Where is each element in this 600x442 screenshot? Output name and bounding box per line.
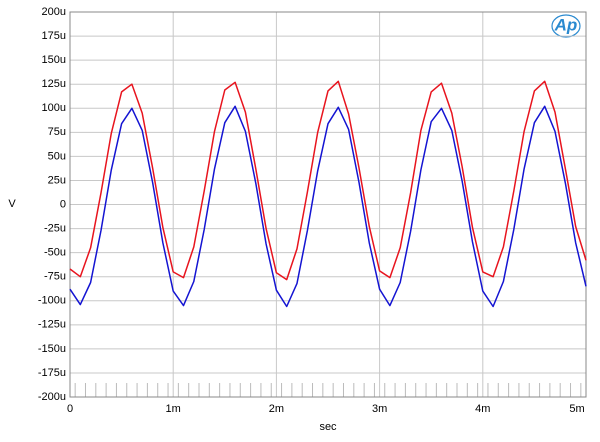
y-tick-label: -100u <box>38 295 66 307</box>
y-tick-label: 0 <box>60 198 66 210</box>
y-tick-label: -50u <box>44 247 66 259</box>
y-tick-label: -150u <box>38 343 66 355</box>
x-tick-label: 0 <box>67 403 73 415</box>
x-tick-label: 5m <box>569 403 584 415</box>
y-tick-label: 25u <box>48 174 66 186</box>
y-tick-label: -175u <box>38 367 66 379</box>
series-line <box>69 80 587 281</box>
plot-border <box>69 11 587 398</box>
y-tick-label: -75u <box>44 271 66 283</box>
logo-ring <box>551 14 581 38</box>
y-tick-label: 125u <box>42 78 66 90</box>
x-tick-label: 2m <box>269 403 284 415</box>
y-tick-label: 150u <box>42 54 66 66</box>
y-tick-label: -25u <box>44 222 66 234</box>
y-tick-label: 175u <box>42 30 66 42</box>
x-axis-label: sec <box>319 421 337 433</box>
y-tick-label: -200u <box>38 391 66 403</box>
y-tick-label: 200u <box>42 6 66 18</box>
x-tick-label: 3m <box>372 403 387 415</box>
y-tick-label: 100u <box>42 102 66 114</box>
x-tick-label: 4m <box>475 403 490 415</box>
logo: Ap <box>554 15 578 34</box>
series-line <box>69 105 587 308</box>
y-tick-label: 50u <box>48 150 66 162</box>
y-tick-label: -125u <box>38 319 66 331</box>
x-tick-label: 1m <box>166 403 181 415</box>
y-axis-label: V <box>8 198 16 210</box>
y-tick-label: 75u <box>48 126 66 138</box>
